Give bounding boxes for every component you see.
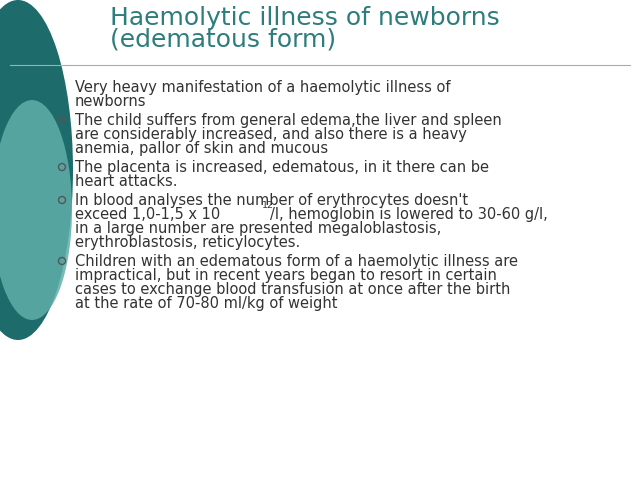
Text: are considerably increased, and also there is a heavy: are considerably increased, and also the… xyxy=(75,127,467,142)
Ellipse shape xyxy=(0,0,73,340)
Text: Haemolytic illness of newborns: Haemolytic illness of newborns xyxy=(110,6,500,30)
Text: at the rate of 70-80 ml/kg of weight: at the rate of 70-80 ml/kg of weight xyxy=(75,296,337,311)
Ellipse shape xyxy=(0,100,72,320)
Text: impractical, but in recent years began to resort in certain: impractical, but in recent years began t… xyxy=(75,268,497,283)
Text: (edematous form): (edematous form) xyxy=(110,28,336,52)
Text: /l, hemoglobin is lowered to 30-60 g/l,: /l, hemoglobin is lowered to 30-60 g/l, xyxy=(271,207,548,222)
Text: newborns: newborns xyxy=(75,94,147,109)
Text: In blood analyses the number of erythrocytes doesn't: In blood analyses the number of erythroc… xyxy=(75,193,468,208)
Text: The placenta is increased, edematous, in it there can be: The placenta is increased, edematous, in… xyxy=(75,160,489,175)
Text: 12: 12 xyxy=(262,201,275,210)
Text: in a large number are presented megaloblastosis,: in a large number are presented megalobl… xyxy=(75,221,441,236)
Text: cases to exchange blood transfusion at once after the birth: cases to exchange blood transfusion at o… xyxy=(75,282,510,297)
Text: erythroblastosis, reticylocytes.: erythroblastosis, reticylocytes. xyxy=(75,235,300,250)
Text: The child suffers from general edema,the liver and spleen: The child suffers from general edema,the… xyxy=(75,113,502,128)
Text: Children with an edematous form of a haemolytic illness are: Children with an edematous form of a hae… xyxy=(75,254,518,269)
Text: Very heavy manifestation of a haemolytic illness of: Very heavy manifestation of a haemolytic… xyxy=(75,80,451,95)
Text: heart attacks.: heart attacks. xyxy=(75,174,177,189)
Text: exceed 1,0-1,5 x 10: exceed 1,0-1,5 x 10 xyxy=(75,207,220,222)
Text: anemia, pallor of skin and mucous: anemia, pallor of skin and mucous xyxy=(75,141,328,156)
